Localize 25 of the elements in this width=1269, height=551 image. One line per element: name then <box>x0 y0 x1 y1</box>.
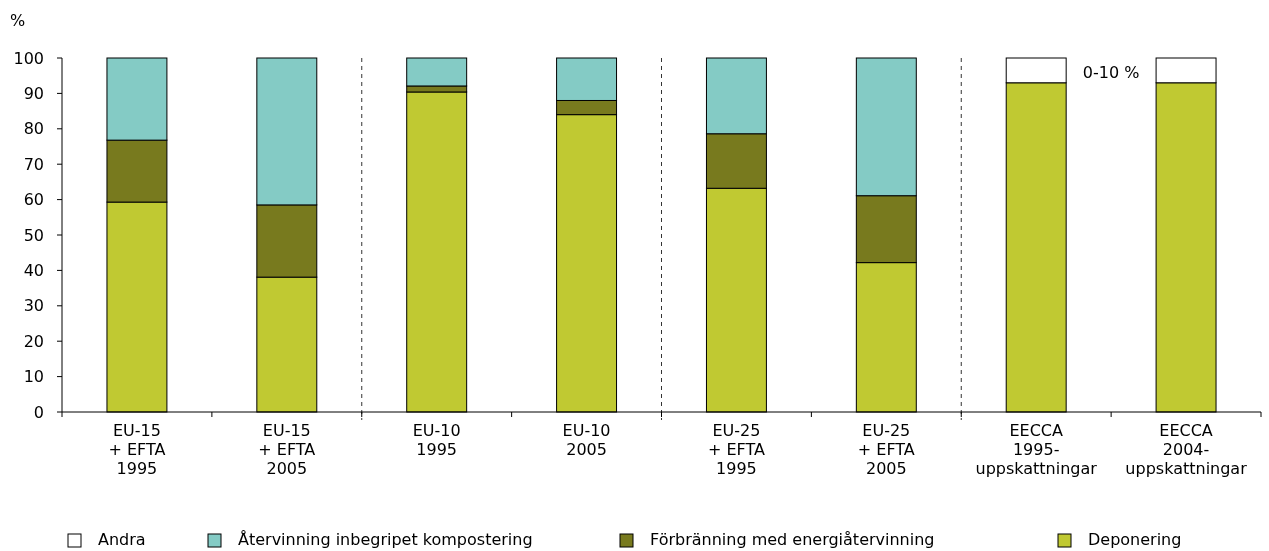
y-tick-label: 80 <box>23 119 44 139</box>
y-tick-label: 10 <box>23 367 44 387</box>
legend-label: Förbränning med energiåtervinning <box>650 530 935 549</box>
annotation: 0-10 % <box>1082 63 1140 82</box>
y-tick-label: 70 <box>23 154 44 174</box>
x-tick-label: EU-25 + EFTA 1995 <box>707 421 765 478</box>
y-tick-label: 50 <box>23 225 44 245</box>
x-tick-label: EECCA 1995- uppskattningar <box>975 421 1098 478</box>
y-tick-label: 40 <box>23 261 44 280</box>
x-tick-label: EU-15 + EFTA 1995 <box>108 421 166 478</box>
y-tick-label: 90 <box>23 84 44 103</box>
y-axis-title: % <box>10 11 26 30</box>
x-tick-label: EU-10 2005 <box>562 421 611 459</box>
y-tick-label: 0 <box>33 402 44 422</box>
x-tick-label: EECCA 2004- uppskattningar <box>1125 421 1248 478</box>
x-tick-label: EU-10 1995 <box>412 421 461 459</box>
x-tick-label: EU-25 + EFTA 2005 <box>857 421 915 478</box>
legend-label: Återvinning inbegripet kompostering <box>238 530 533 549</box>
y-tick-label: 100 <box>13 48 44 68</box>
y-tick-label: 60 <box>23 190 44 210</box>
y-tick-label: 30 <box>23 296 44 316</box>
legend-label: Andra <box>98 530 146 549</box>
y-tick-label: 20 <box>23 331 44 351</box>
x-tick-label: EU-15 + EFTA 2005 <box>258 421 316 478</box>
legend-label: Deponering <box>1088 530 1182 549</box>
